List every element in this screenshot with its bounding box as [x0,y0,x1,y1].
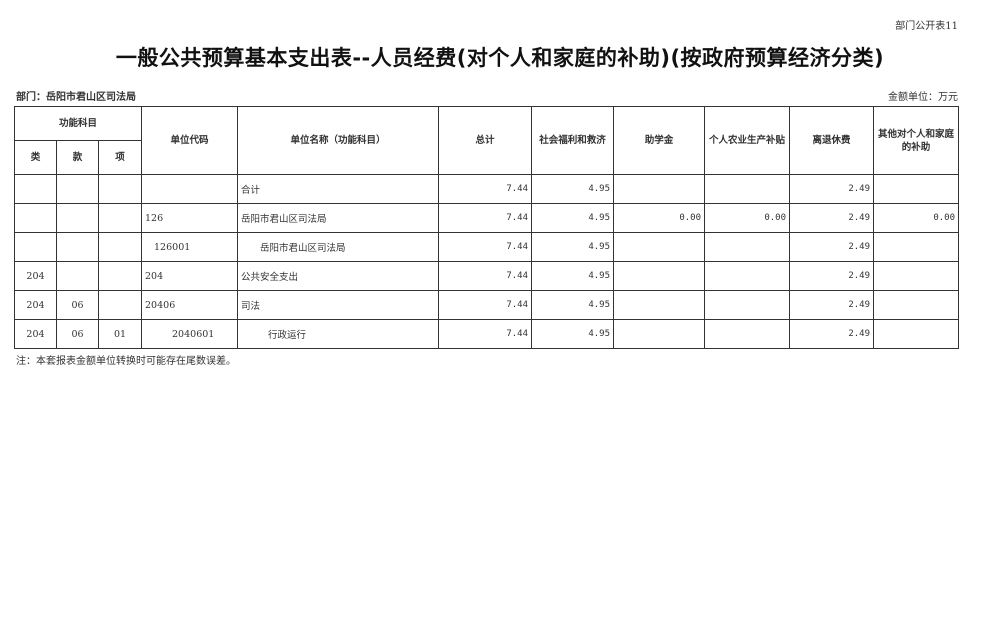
cell-c3 [704,261,791,291]
header-total: 总计 [438,106,533,175]
cell-c3: 0.00 [704,203,791,233]
cell-c5 [873,174,960,204]
cell-code: 2040601 [141,319,239,349]
table-row: 204 06 01 2040601 行政运行 7.44 4.95 2.49 [14,319,960,349]
cell-total: 7.44 [438,232,533,262]
department-label: 部门：岳阳市君山区司法局 [16,92,136,103]
cell-c4: 2.49 [789,203,875,233]
cell-kuan [56,261,99,291]
cell-xiang: 01 [97,319,143,349]
cell-c4: 2.49 [789,290,875,320]
cell-c1: 4.95 [531,261,615,291]
header-other-subsidy: 其他对个人和家庭的补助 [873,106,960,175]
cell-c5 [873,232,960,262]
header-kuan: 款 [56,140,99,175]
cell-name: 行政运行 [237,319,440,349]
cell-c5 [873,261,960,291]
header-name: 单位名称（功能科目） [237,106,440,175]
header-function-category: 功能科目 [13,106,143,141]
cell-name: 公共安全支出 [237,261,440,291]
cell-c3 [704,232,791,262]
cell-code: 126 [141,203,239,233]
cell-lei [14,203,57,233]
header-retirement: 离退休费 [789,106,875,175]
cell-xiang [97,232,143,262]
unit-label: 金额单位：万元 [888,92,958,103]
cell-total: 7.44 [438,319,533,349]
cell-lei [14,232,57,262]
cell-c2 [613,290,706,320]
cell-name: 岳阳市君山区司法局 [237,232,440,262]
cell-xiang [97,261,143,291]
cell-lei: 204 [14,290,57,320]
cell-c2 [613,174,706,204]
cell-c5: 0.00 [873,203,960,233]
cell-name: 合计 [237,174,440,204]
header-scholarship: 助学金 [613,106,706,175]
cell-c1: 4.95 [531,290,615,320]
cell-xiang [97,203,143,233]
cell-kuan: 06 [56,319,99,349]
cell-c2 [613,261,706,291]
footnote: 注：本套报表金额单位转换时可能存在尾数误差。 [16,356,236,367]
header-xiang: 项 [97,140,143,175]
cell-c5 [873,319,960,349]
cell-kuan: 06 [56,290,99,320]
table-row: 204 06 20406 司法 7.44 4.95 2.49 [14,290,960,320]
cell-c3 [704,319,791,349]
cell-c1: 4.95 [531,174,615,204]
header-code: 单位代码 [141,106,239,175]
cell-kuan [56,203,99,233]
header-lei: 类 [14,140,57,175]
cell-xiang [97,290,143,320]
cell-c4: 2.49 [789,232,875,262]
cell-total: 7.44 [438,203,533,233]
cell-xiang [97,174,143,204]
cell-total: 7.44 [438,174,533,204]
cell-total: 7.44 [438,261,533,291]
header-social-welfare: 社会福利和救济 [531,106,615,175]
cell-kuan [56,174,99,204]
cell-c1: 4.95 [531,203,615,233]
cell-code: 126001 [141,232,239,262]
cell-c4: 2.49 [789,319,875,349]
cell-total: 7.44 [438,290,533,320]
cell-name: 司法 [237,290,440,320]
cell-code: 204 [141,261,239,291]
budget-table: 功能科目 单位代码 单位名称（功能科目） 总计 社会福利和救济 助学金 个人农业… [13,106,960,349]
cell-lei [14,174,57,204]
table-row: 合计 7.44 4.95 2.49 [14,174,960,204]
table-row: 126 岳阳市君山区司法局 7.44 4.95 0.00 0.00 2.49 0.00 [14,203,960,233]
cell-lei: 204 [14,261,57,291]
cell-c5 [873,290,960,320]
cell-c2 [613,232,706,262]
cell-kuan [56,232,99,262]
table-row: 126001 岳阳市君山区司法局 7.44 4.95 2.49 [14,232,960,262]
cell-c3 [704,290,791,320]
cell-c4: 2.49 [789,261,875,291]
table-number: 部门公开表11 [895,21,958,32]
cell-code: 20406 [141,290,239,320]
cell-c2: 0.00 [613,203,706,233]
cell-c1: 4.95 [531,319,615,349]
cell-c2 [613,319,706,349]
cell-c4: 2.49 [789,174,875,204]
cell-code [141,174,239,204]
cell-lei: 204 [14,319,57,349]
page-title: 一般公共预算基本支出表--人员经费(对个人和家庭的补助)(按政府预算经济分类) [115,46,885,70]
cell-c3 [704,174,791,204]
cell-c1: 4.95 [531,232,615,262]
header-agri-subsidy: 个人农业生产补贴 [704,106,791,175]
table-row: 204 204 公共安全支出 7.44 4.95 2.49 [14,261,960,291]
cell-name: 岳阳市君山区司法局 [237,203,440,233]
